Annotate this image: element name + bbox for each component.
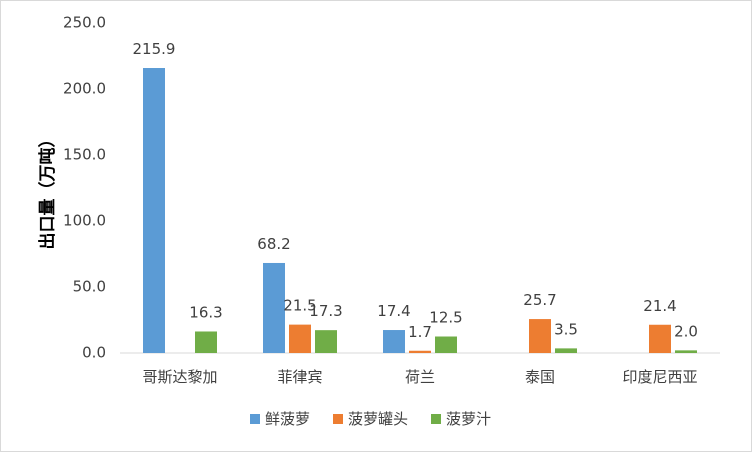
category-label: 菲律宾 xyxy=(277,368,322,386)
data-label: 25.7 xyxy=(523,291,556,309)
y-tick-label: 250.0 xyxy=(63,14,106,32)
data-label: 215.9 xyxy=(133,40,176,58)
legend-label: 鲜菠萝 xyxy=(265,410,310,428)
y-tick-label: 200.0 xyxy=(63,80,106,98)
category-label: 荷兰 xyxy=(405,368,435,386)
y-tick-label: 0.0 xyxy=(82,344,106,362)
bar-3-1 xyxy=(529,319,551,353)
category-labels: 哥斯达黎加 菲律宾 荷兰 泰国 印度尼西亚 xyxy=(142,368,697,386)
legend-label: 菠萝汁 xyxy=(446,410,491,428)
data-label: 12.5 xyxy=(429,309,462,327)
y-tick-label: 150.0 xyxy=(63,146,106,164)
legend-swatch xyxy=(250,414,260,424)
legend: 鲜菠萝 菠萝罐头 菠萝汁 xyxy=(250,410,491,428)
category-label: 印度尼西亚 xyxy=(622,368,697,386)
data-label: 1.7 xyxy=(408,323,432,341)
bar-0-2 xyxy=(195,331,217,353)
bar-1-0 xyxy=(263,262,285,353)
data-labels: 215.9 16.3 68.2 21.517.3 17.4 1.712.5 25.7 3.5 2… xyxy=(133,40,698,341)
y-axis-label: 出口量（万吨） xyxy=(37,131,58,250)
category-label: 泰国 xyxy=(525,368,555,386)
bar-4-1 xyxy=(649,324,671,353)
bar-1-1 xyxy=(289,324,311,353)
data-label: 21.5 xyxy=(283,297,316,315)
bar-0-0 xyxy=(143,68,165,354)
y-tick-label: 100.0 xyxy=(63,212,106,230)
legend-swatch xyxy=(431,414,441,424)
bar-1-2 xyxy=(315,330,337,353)
legend-swatch xyxy=(333,414,343,424)
bar-2-2 xyxy=(435,336,457,353)
data-label: 3.5 xyxy=(554,320,578,338)
y-ticks: 0.0 50.0 100.0 150.0 200.0 250.0 xyxy=(63,14,106,362)
bar-2-1 xyxy=(409,350,431,353)
bar-3-2 xyxy=(555,348,577,353)
category-label: 哥斯达黎加 xyxy=(142,368,217,386)
y-axis-label-group: 出口量（万吨） xyxy=(37,131,58,250)
data-label: 2.0 xyxy=(674,322,698,340)
bar-4-2 xyxy=(675,350,697,353)
data-label: 68.2 xyxy=(257,235,290,253)
bars xyxy=(143,68,697,354)
legend-label: 菠萝罐头 xyxy=(348,410,408,428)
data-label: 17.3 xyxy=(309,302,342,320)
bar-2-0 xyxy=(383,330,405,353)
data-label: 16.3 xyxy=(189,303,222,321)
data-label: 17.4 xyxy=(377,302,410,320)
y-tick-label: 50.0 xyxy=(73,278,106,296)
data-label: 21.4 xyxy=(643,297,676,315)
